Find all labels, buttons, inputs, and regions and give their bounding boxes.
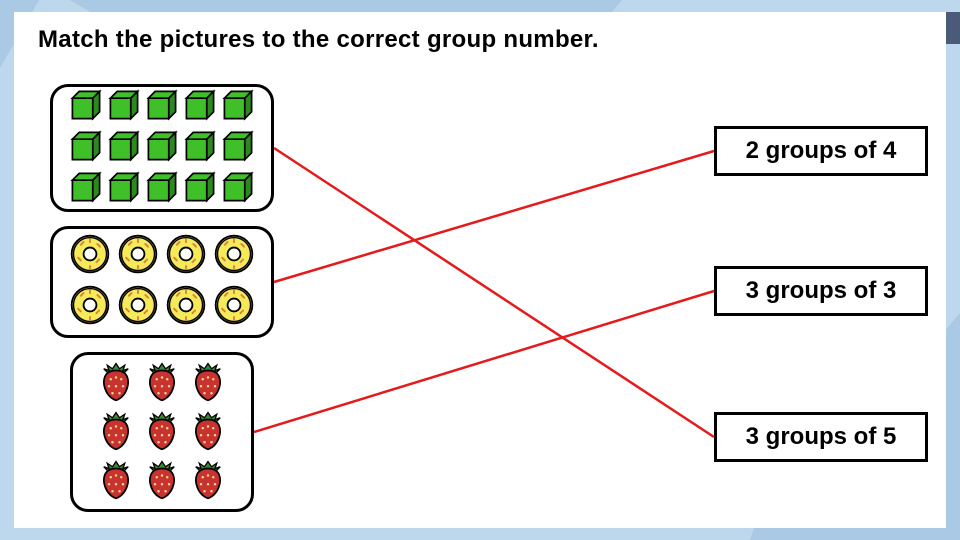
doughnut-icon <box>116 283 160 332</box>
doughnut-icon <box>212 232 256 281</box>
strawberry-icon <box>187 409 229 456</box>
doughnut-icon <box>212 283 256 332</box>
strawberry-icon <box>95 360 137 407</box>
cube-icon <box>183 88 217 127</box>
cube-icon <box>69 88 103 127</box>
answer-label: 3 groups of 3 <box>746 277 897 305</box>
cube-icon <box>107 170 141 209</box>
answer-label: 3 groups of 5 <box>746 423 897 451</box>
cube-icon <box>69 129 103 168</box>
instruction-text: Match the pictures to the correct group … <box>38 26 599 54</box>
answer-card-2-groups-of-4[interactable]: 2 groups of 4 <box>714 126 928 176</box>
strawberry-icon <box>141 409 183 456</box>
strawberry-icon <box>187 458 229 505</box>
cube-icon <box>145 88 179 127</box>
answer-card-3-groups-of-3[interactable]: 3 groups of 3 <box>714 266 928 316</box>
doughnut-icon <box>164 232 208 281</box>
answer-label: 2 groups of 4 <box>746 137 897 165</box>
strawberry-icon <box>95 458 137 505</box>
cube-icon <box>221 170 255 209</box>
strawberry-icon <box>187 360 229 407</box>
cube-icon <box>107 88 141 127</box>
answer-card-3-groups-of-5[interactable]: 3 groups of 5 <box>714 412 928 462</box>
picture-card-cubes[interactable] <box>50 84 274 212</box>
match-line <box>274 151 714 282</box>
strawberry-icon <box>141 458 183 505</box>
doughnut-icon <box>68 232 112 281</box>
cube-icon <box>69 170 103 209</box>
match-line <box>254 291 714 432</box>
picture-card-doughnuts[interactable] <box>50 226 274 338</box>
cube-icon <box>145 170 179 209</box>
doughnut-icon <box>164 283 208 332</box>
cube-icon <box>221 88 255 127</box>
cube-icon <box>145 129 179 168</box>
doughnut-icon <box>116 232 160 281</box>
cube-icon <box>183 129 217 168</box>
picture-card-strawberries[interactable] <box>70 352 254 512</box>
strawberry-icon <box>95 409 137 456</box>
cube-icon <box>107 129 141 168</box>
doughnut-icon <box>68 283 112 332</box>
match-line <box>274 148 714 437</box>
cube-icon <box>183 170 217 209</box>
main-panel: Match the pictures to the correct group … <box>14 12 946 528</box>
strawberry-icon <box>141 360 183 407</box>
cube-icon <box>221 129 255 168</box>
stage: Fluency Match the pictures to the correc… <box>0 0 960 540</box>
